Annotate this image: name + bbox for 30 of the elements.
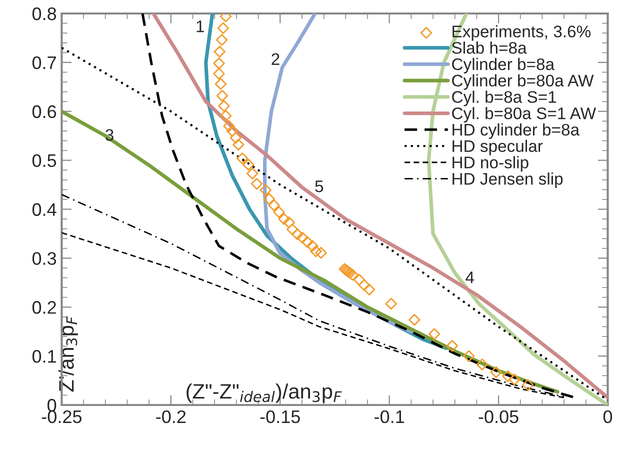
- x-tick-label: -0.25: [42, 410, 82, 424]
- y-axis-title: Z'/an$_{3}$p$_{F}$: [58, 316, 78, 392]
- y-tick-label: 0.1: [32, 350, 56, 363]
- legend-label: HD cylinder b=8a: [452, 123, 580, 139]
- legend-label: HD no-slip: [452, 156, 528, 172]
- x-tick-label: -0.15: [260, 410, 300, 424]
- x-axis-title: (Z"-Z"$_{ideal}$)/an$_{3}$p$_{F}$: [186, 383, 342, 403]
- y-tick-label: 0.8: [32, 7, 56, 20]
- legend-label: Experiments, 3.6%: [452, 25, 591, 41]
- x-tick-label: 0: [603, 410, 612, 424]
- annotation: 2: [272, 53, 280, 65]
- y-tick-label: 0.3: [32, 252, 56, 265]
- y-tick-label: 0.6: [32, 105, 56, 118]
- annotation: 1: [196, 20, 204, 32]
- y-tick-label: 0.4: [32, 203, 56, 216]
- annotation: 4: [466, 272, 474, 284]
- x-tick-label: -0.1: [374, 410, 404, 424]
- legend-label: Cylinder b=80a AW: [452, 74, 594, 90]
- x-tick-label: -0.05: [478, 410, 518, 424]
- legend-label: HD specular: [452, 140, 543, 156]
- legend-label: Cyl. b=80a S=1 AW: [452, 107, 596, 123]
- y-tick-label: 0.2: [32, 301, 56, 314]
- legend-label: Cyl. b=8a S=1: [452, 90, 556, 106]
- legend-label: Slab h=8a: [452, 42, 527, 54]
- x-tick-label: -0.2: [156, 410, 186, 424]
- y-tick-label: 0.7: [32, 56, 56, 70]
- y-tick-label: 0.5: [32, 154, 56, 168]
- annotation: 5: [315, 180, 324, 192]
- legend-label: Cylinder b=8a: [452, 58, 555, 74]
- legend-label: HD Jensen slip: [452, 172, 563, 188]
